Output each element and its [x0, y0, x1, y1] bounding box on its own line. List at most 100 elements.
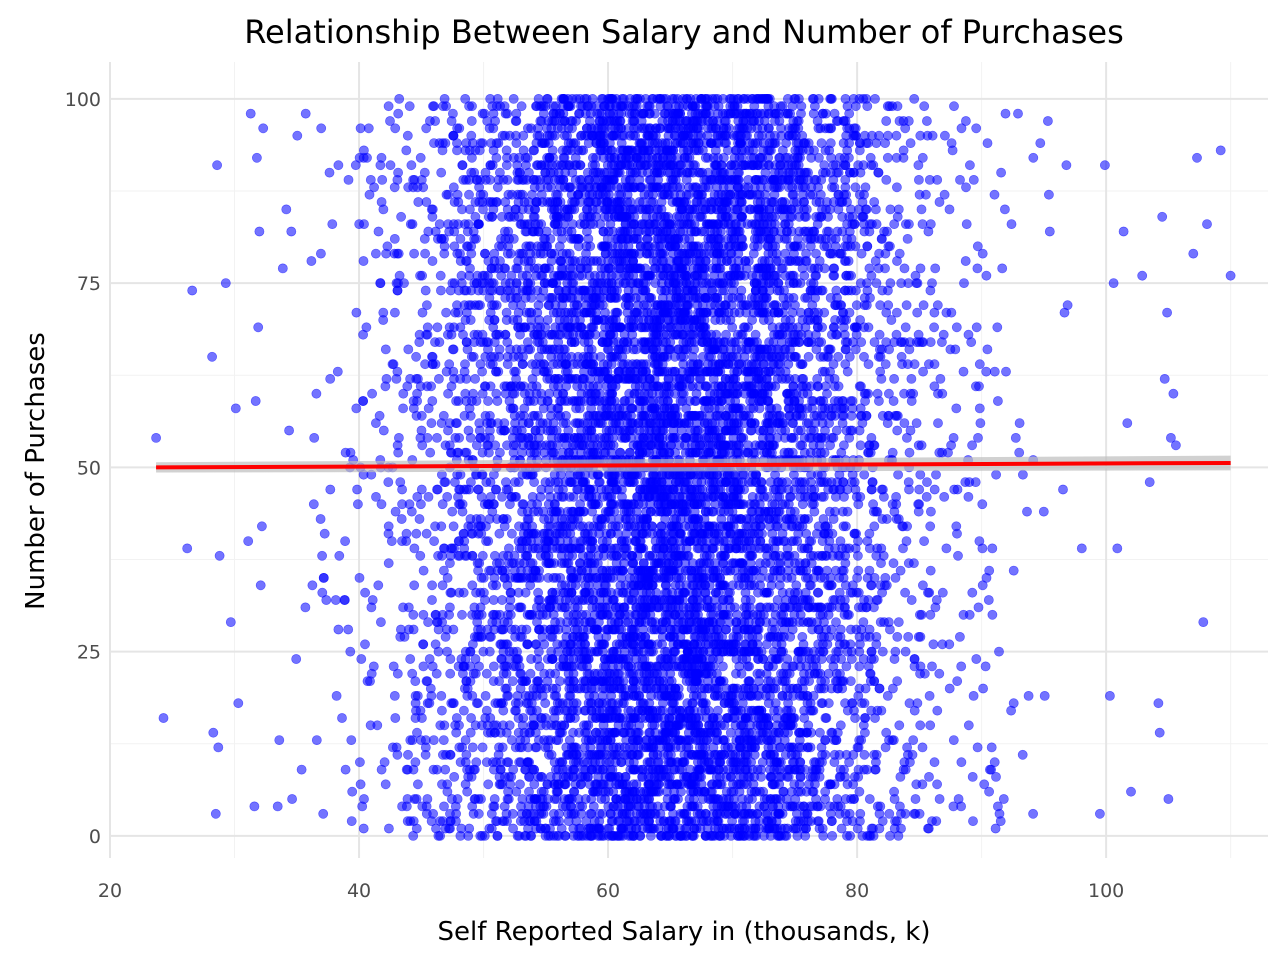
data-point [595, 351, 606, 362]
data-point [949, 484, 960, 495]
data-point [974, 403, 985, 414]
data-point [375, 278, 386, 288]
data-point [296, 764, 307, 775]
data-point [871, 278, 882, 288]
data-point [878, 484, 888, 495]
data-point [442, 779, 453, 790]
data-point [488, 661, 499, 672]
data-point [307, 580, 318, 591]
data-point [960, 256, 971, 266]
data-point [360, 587, 370, 598]
data-point [356, 654, 367, 664]
data-point [856, 248, 867, 259]
data-point [457, 609, 467, 620]
data-point [1038, 506, 1049, 517]
data-point [950, 344, 961, 355]
data-point [408, 609, 419, 620]
data-point [937, 388, 948, 399]
data-point [380, 779, 391, 790]
data-point [355, 123, 366, 134]
data-point [1044, 226, 1055, 237]
data-point [286, 226, 297, 237]
data-point [418, 661, 429, 672]
data-point [859, 698, 870, 709]
data-point [435, 285, 446, 296]
data-point [881, 727, 892, 738]
data-point [906, 373, 917, 384]
data-point [470, 373, 480, 384]
data-point [1022, 506, 1032, 517]
data-point [882, 152, 893, 163]
data-point [437, 138, 448, 148]
data-point [368, 661, 379, 672]
data-point [929, 381, 940, 392]
data-point [330, 595, 341, 605]
data-point [939, 189, 950, 200]
data-point [803, 351, 814, 362]
data-point [921, 491, 932, 502]
data-point [909, 359, 920, 370]
data-point [1058, 484, 1068, 495]
data-point [994, 646, 1004, 657]
data-point [892, 425, 903, 436]
data-point [923, 587, 933, 598]
data-point [808, 705, 819, 716]
data-point [506, 528, 517, 539]
data-point [436, 691, 447, 701]
data-point [463, 831, 474, 841]
data-point [287, 794, 297, 804]
data-point [1035, 138, 1046, 148]
data-point [324, 167, 335, 178]
data-point [441, 189, 452, 200]
data-point [867, 477, 878, 487]
data-point [449, 772, 460, 782]
data-point [364, 189, 375, 200]
data-point [508, 823, 518, 834]
data-point [899, 418, 910, 428]
data-point [912, 307, 923, 318]
data-point [935, 373, 946, 384]
data-point [956, 123, 967, 134]
data-point [886, 315, 897, 325]
data-point [377, 174, 388, 185]
data-point [905, 138, 916, 148]
data-point [432, 432, 442, 443]
data-point [928, 639, 939, 650]
data-point [981, 366, 992, 377]
data-point [402, 130, 413, 141]
data-point [459, 300, 470, 311]
data-point [436, 705, 447, 716]
data-point [924, 772, 934, 782]
data-point [481, 757, 492, 768]
data-point [1043, 116, 1053, 126]
data-point [497, 595, 507, 605]
data-point [378, 307, 389, 318]
data-point [1028, 808, 1038, 819]
data-point [974, 359, 985, 370]
data-point [973, 432, 983, 443]
data-point [465, 432, 476, 443]
data-point [855, 440, 866, 451]
data-point [358, 396, 368, 406]
data-point [373, 226, 384, 237]
data-point [896, 351, 907, 362]
data-point [1018, 469, 1028, 480]
data-point [568, 491, 579, 502]
data-point [1006, 219, 1017, 229]
data-point [383, 101, 394, 112]
data-point [909, 808, 920, 819]
data-point [975, 418, 986, 428]
data-point [922, 477, 932, 487]
data-point [914, 174, 924, 185]
data-point [874, 396, 884, 406]
data-point [502, 440, 512, 451]
data-point [903, 632, 914, 642]
data-point [889, 219, 900, 229]
data-point [488, 595, 499, 605]
data-point [411, 351, 421, 362]
data-point [926, 506, 936, 517]
data-point [1010, 432, 1021, 443]
data-point [944, 639, 955, 650]
data-point [900, 322, 911, 333]
